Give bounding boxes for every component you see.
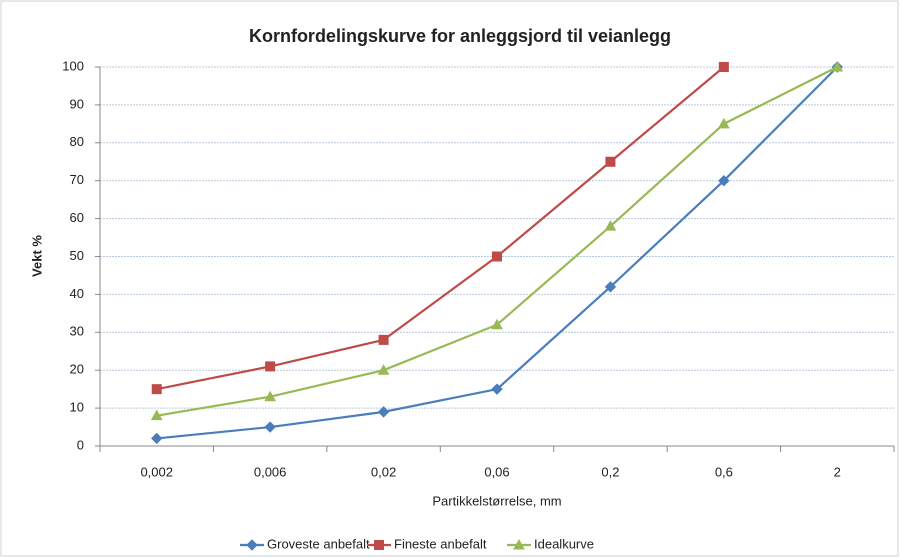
x-tick-label: 0,6 bbox=[715, 464, 733, 479]
data-point bbox=[831, 60, 844, 72]
y-tick-label: 10 bbox=[70, 400, 84, 415]
y-tick-label: 40 bbox=[70, 286, 84, 301]
data-point bbox=[604, 220, 617, 231]
y-tick-label: 30 bbox=[70, 324, 84, 339]
y-tick-label: 60 bbox=[70, 210, 84, 225]
legend-marker bbox=[246, 539, 258, 551]
data-point bbox=[718, 174, 730, 187]
x-tick-label: 0,002 bbox=[140, 464, 173, 479]
data-point bbox=[151, 384, 162, 395]
data-point bbox=[378, 334, 389, 345]
data-point bbox=[151, 432, 163, 445]
data-point bbox=[377, 406, 390, 418]
legend-label: Idealkurve bbox=[534, 536, 594, 551]
data-point bbox=[491, 383, 503, 395]
x-tick-label: 0,2 bbox=[601, 464, 619, 479]
y-tick-label: 80 bbox=[70, 134, 84, 149]
legend-marker bbox=[513, 538, 525, 550]
y-tick-label: 0 bbox=[77, 437, 84, 452]
series-line bbox=[156, 66, 725, 391]
y-tick-label: 20 bbox=[70, 362, 84, 377]
y-tick-label: 90 bbox=[70, 96, 84, 111]
data-point bbox=[718, 62, 729, 72]
data-point bbox=[377, 364, 390, 375]
y-tick-label: 100 bbox=[62, 58, 84, 73]
y-tick-label: 70 bbox=[70, 172, 84, 187]
data-point bbox=[150, 409, 163, 421]
x-tick-label: 0,02 bbox=[371, 464, 396, 479]
data-point bbox=[718, 117, 730, 129]
data-point bbox=[265, 361, 276, 372]
x-tick-label: 0,006 bbox=[254, 464, 287, 479]
chart-title: Kornfordelingskurve for anleggsjord til … bbox=[249, 26, 671, 46]
data-point bbox=[604, 281, 617, 293]
x-tick-label: 0,06 bbox=[484, 464, 509, 479]
data-point bbox=[491, 318, 503, 330]
y-axis-label: Vekt % bbox=[29, 235, 44, 277]
x-tick-label: 2 bbox=[834, 464, 841, 479]
data-point bbox=[605, 156, 616, 167]
data-point bbox=[264, 421, 276, 433]
legend-marker bbox=[374, 540, 384, 550]
data-point bbox=[264, 390, 276, 402]
y-tick-label: 50 bbox=[70, 248, 84, 263]
data-point bbox=[492, 251, 502, 262]
legend-label: Fineste anbefalt bbox=[394, 536, 487, 551]
x-axis-label: Partikkelstørrelse, mm bbox=[432, 493, 561, 508]
legend-label: Groveste anbefalt bbox=[267, 536, 370, 551]
